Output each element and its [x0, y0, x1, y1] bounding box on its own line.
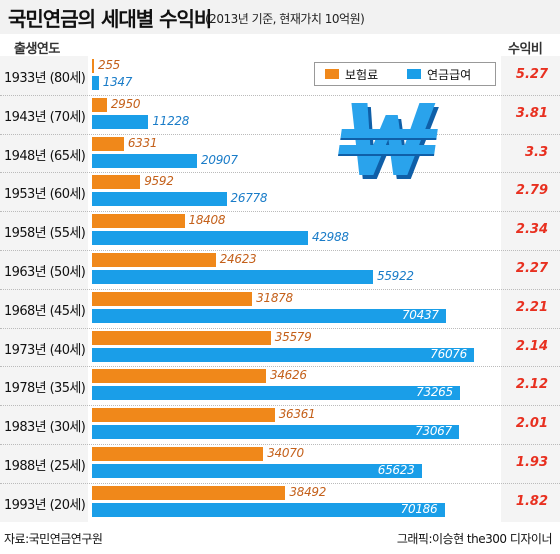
- premium-bar: [92, 214, 185, 229]
- premium-bar: [92, 408, 275, 423]
- premium-bar: [92, 136, 124, 151]
- row-divider: [0, 444, 560, 445]
- year-label: 1958년 (55세): [4, 226, 86, 242]
- benefit-bar: [92, 270, 373, 284]
- benefit-value-label: 73265: [416, 385, 453, 400]
- ratio-label: 1.93: [515, 455, 548, 470]
- legend: 보험료 연금급여: [314, 62, 496, 86]
- chart-title: 국민연금의 세대별 수익비: [8, 7, 212, 31]
- premium-bar: [92, 253, 216, 267]
- ratio-label: 3.81: [515, 105, 548, 121]
- ratio-label: 2.12: [515, 377, 548, 393]
- row-divider: [0, 133, 560, 135]
- benefit-bar: [92, 76, 99, 90]
- year-label: 1948년 (65세): [4, 148, 86, 164]
- premium-bar: [92, 97, 107, 112]
- row-divider: [0, 94, 560, 96]
- source-note: 자료:국민연금연구원: [4, 532, 103, 546]
- row-divider: [0, 172, 560, 174]
- premium-bar: [92, 330, 271, 345]
- benefit-bar: [92, 386, 461, 401]
- title-bar: [0, 0, 560, 34]
- benefit-value-label: 70437: [401, 307, 439, 322]
- benefit-bar: [92, 464, 422, 478]
- benefit-value-label: 20907: [201, 152, 238, 167]
- benefit-bar: [92, 425, 460, 440]
- ratio-label: 3.3: [524, 144, 548, 160]
- benefit-bar: [92, 153, 198, 168]
- benefit-value-label: 42988: [312, 230, 349, 245]
- benefit-bar: [92, 231, 308, 246]
- benefit-value-label: 73067: [415, 424, 452, 439]
- benefit-value-label: 1347: [102, 75, 133, 89]
- premium-value-label: 34626: [269, 368, 307, 383]
- benefit-bar: [92, 308, 446, 323]
- chart-subtitle: (2013년 기준, 현재가치 10억원): [205, 12, 365, 26]
- benefit-value-label: 70186: [400, 501, 438, 516]
- legend-swatch-premium: [325, 69, 339, 79]
- year-label: 1933년 (80세): [4, 71, 86, 86]
- year-label: 1983년 (30세): [4, 420, 86, 436]
- year-label: 1943년 (70세): [4, 109, 86, 125]
- ratio-label: 2.34: [515, 222, 548, 238]
- benefit-bar: [92, 114, 149, 129]
- benefit-bar: [92, 192, 227, 207]
- year-label: 1993년 (20세): [4, 497, 86, 513]
- benefit-value-label: 65623: [377, 463, 415, 477]
- year-label: 1968년 (45세): [4, 303, 86, 319]
- credit-note: 그래픽:이승현 the300 디자이너: [396, 532, 553, 546]
- year-column-header: 출생연도: [14, 42, 60, 57]
- premium-value-label: 31878: [256, 290, 293, 305]
- legend-label-benefit: 연금급여: [427, 68, 472, 82]
- premium-value-label: 35579: [274, 329, 312, 344]
- premium-value-label: 24623: [219, 252, 257, 266]
- premium-bar: [92, 291, 253, 306]
- premium-bar: [92, 447, 264, 461]
- ratio-column-header: 수익비: [508, 42, 543, 57]
- premium-bar: [92, 369, 266, 384]
- ratio-label: 2.27: [515, 261, 548, 276]
- ratio-label: 2.79: [515, 183, 548, 199]
- ratio-label: 2.01: [515, 416, 548, 432]
- premium-value-label: 18408: [188, 213, 226, 228]
- ratio-label: 1.82: [515, 493, 548, 509]
- row-divider: [0, 366, 560, 368]
- year-label: 1978년 (35세): [4, 381, 86, 397]
- benefit-value-label: 55922: [377, 269, 414, 283]
- ratio-label: 2.21: [515, 299, 548, 315]
- premium-bar: [92, 59, 94, 73]
- year-label: 1963년 (50세): [4, 265, 86, 280]
- ratio-label: 5.27: [515, 67, 548, 82]
- row-divider: [0, 288, 560, 290]
- legend-label-premium: 보험료: [345, 68, 379, 82]
- year-label: 1953년 (60세): [4, 187, 86, 203]
- benefit-value-label: 11228: [152, 113, 190, 128]
- ratio-label: 2.14: [515, 338, 548, 354]
- row-divider: [0, 482, 560, 484]
- premium-value-label: 34070: [267, 446, 304, 460]
- year-label: 1988년 (25세): [4, 459, 86, 474]
- row-divider: [0, 327, 560, 329]
- row-divider: [0, 250, 560, 251]
- row-divider: [0, 405, 560, 407]
- won-currency-icon: [337, 103, 439, 179]
- premium-value-label: 38492: [289, 484, 327, 499]
- benefit-bar: [92, 347, 475, 362]
- benefit-bar: [92, 502, 445, 517]
- legend-swatch-benefit: [407, 69, 421, 79]
- premium-bar: [92, 175, 141, 190]
- benefit-value-label: 26778: [230, 191, 268, 206]
- premium-value-label: 6331: [127, 135, 158, 150]
- row-divider: [0, 211, 560, 213]
- premium-value-label: 36361: [278, 407, 316, 422]
- premium-value-label: 2950: [110, 96, 141, 111]
- premium-value-label: 255: [98, 58, 121, 72]
- premium-bar: [92, 485, 286, 500]
- year-label: 1973년 (40세): [4, 342, 86, 358]
- premium-value-label: 9592: [144, 174, 174, 189]
- benefit-value-label: 76076: [430, 346, 467, 361]
